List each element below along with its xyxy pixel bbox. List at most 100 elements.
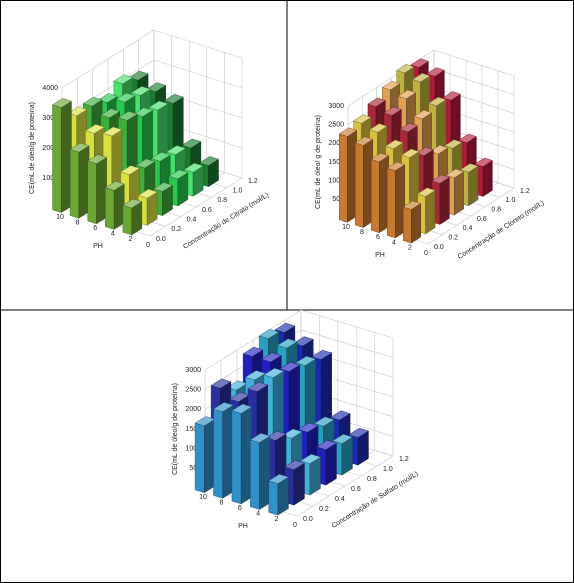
bar-top — [213, 402, 234, 412]
bar-top — [474, 157, 493, 167]
bar-front — [105, 187, 115, 230]
x-tick-label: 2 — [408, 245, 412, 252]
x-tick-label: 4 — [392, 239, 396, 246]
bar — [69, 142, 90, 219]
z-tick-label: 1000 — [328, 178, 344, 185]
bar-top — [166, 145, 187, 155]
bar-top — [399, 123, 418, 133]
bar-top — [265, 430, 287, 441]
x-tick-label: 10 — [56, 214, 64, 221]
y-tick-label: 0.4 — [335, 496, 345, 503]
bar-top — [279, 362, 301, 372]
bar-top — [115, 92, 136, 103]
bar-top — [332, 434, 353, 444]
bar-top — [367, 97, 386, 107]
x-tick-label: 6 — [376, 234, 380, 241]
grid-line — [153, 29, 243, 59]
grid-line — [300, 309, 394, 339]
bar-top — [249, 433, 271, 443]
bar-top — [297, 422, 319, 433]
bar-side — [293, 462, 305, 506]
y-tick-label: 1.0 — [233, 188, 243, 195]
bar-top — [242, 346, 264, 357]
bar-front — [387, 167, 396, 239]
bar-top — [168, 169, 189, 180]
bar-top — [442, 91, 461, 101]
bar-top — [396, 64, 415, 74]
bar-top — [281, 428, 303, 439]
z-tick-label: 2500 — [328, 122, 344, 129]
y-tick-label: 0.0 — [303, 516, 313, 523]
bar-side — [325, 442, 337, 486]
bar — [338, 127, 358, 223]
y-tick-label: 0.2 — [319, 506, 329, 513]
bar-top — [122, 198, 143, 209]
bar-top — [429, 145, 449, 155]
bar-top — [284, 460, 305, 470]
x-tick-label: 10 — [342, 224, 350, 231]
y-tick-label: 0.8 — [367, 476, 377, 483]
y-tick-label: 1.2 — [520, 188, 530, 195]
bar-top — [353, 114, 372, 124]
bar-top — [311, 349, 333, 360]
bar-side — [204, 418, 216, 494]
bar-top — [181, 138, 202, 149]
bar — [87, 154, 108, 225]
bar-front — [122, 204, 132, 236]
bar — [231, 403, 253, 505]
z-tick-label: 2000 — [185, 406, 201, 413]
bar-top — [69, 142, 90, 153]
bar-front — [250, 439, 260, 510]
bar-top — [137, 188, 158, 199]
bar-top — [381, 80, 401, 91]
bar-side — [222, 404, 234, 499]
x-tick-label: 10 — [199, 494, 207, 501]
x-axis-label: PH — [238, 523, 248, 530]
bar-top — [153, 182, 173, 192]
bar-top — [135, 158, 156, 169]
z-tick-label: 2000 — [328, 140, 344, 147]
bar-top — [133, 107, 154, 118]
bar-top — [247, 382, 269, 392]
bar-top — [120, 165, 141, 175]
bar — [122, 198, 143, 236]
x-tick-label: 8 — [76, 219, 80, 226]
bar — [168, 169, 189, 207]
z-tick-label: 500 — [332, 196, 344, 203]
bar-top — [52, 98, 72, 108]
bar-top — [386, 161, 406, 171]
bar-top — [402, 200, 422, 210]
bar-top — [274, 322, 296, 333]
bar-top — [82, 96, 103, 107]
y-tick-label: 0.0 — [434, 244, 444, 251]
bar — [213, 402, 234, 499]
bar-top — [261, 352, 282, 363]
x-tick-label: 4 — [256, 511, 260, 518]
y-tick-label: 1.2 — [248, 178, 258, 185]
z-tick-label: 2500 — [185, 387, 201, 394]
bar-top — [415, 146, 434, 157]
bar-top — [245, 370, 266, 381]
bar — [268, 474, 289, 516]
x-tick-label: 4 — [111, 231, 115, 238]
bar-side — [259, 435, 271, 510]
bar-top — [354, 136, 374, 146]
z-tick-label: 1500 — [328, 159, 344, 166]
bar-front — [403, 206, 412, 244]
y-tick-label: 0.6 — [477, 216, 487, 223]
z-tick-label: 2000 — [42, 145, 58, 152]
grid-line — [153, 59, 243, 89]
bar-top — [444, 139, 463, 149]
bar — [354, 136, 374, 228]
y-tick-label: 1.2 — [399, 456, 409, 463]
bar-top — [117, 111, 138, 121]
bar-top — [417, 187, 436, 197]
bar-top — [413, 109, 433, 120]
bar-side — [468, 165, 479, 207]
bar-front — [69, 149, 80, 219]
bar-top — [426, 67, 445, 77]
x-axis-label: PH — [375, 252, 385, 259]
bar-top — [163, 94, 184, 104]
bar — [249, 433, 271, 510]
bar-top — [268, 474, 289, 484]
